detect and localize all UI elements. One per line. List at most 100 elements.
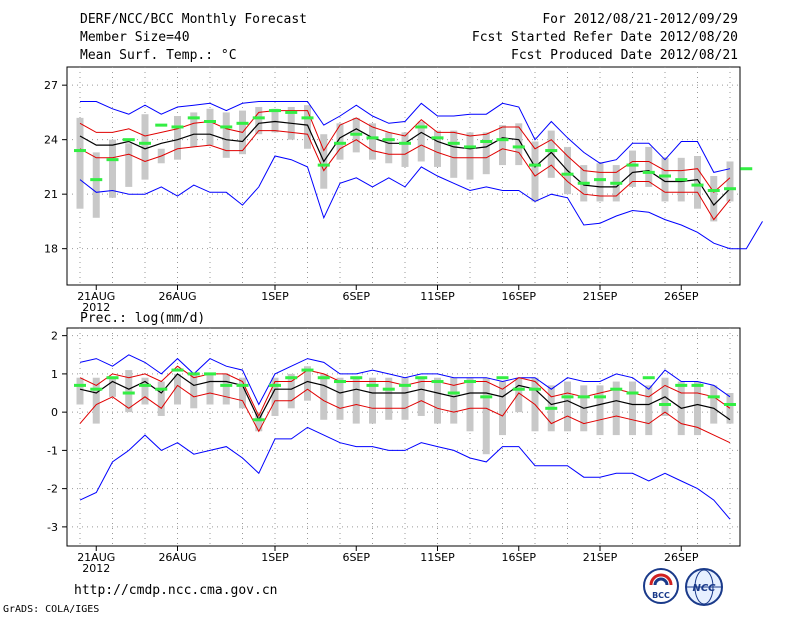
- forecast-marker: [106, 158, 119, 162]
- variable-label: Mean Surf. Temp.: °C: [80, 48, 237, 63]
- forecast-marker: [187, 372, 200, 376]
- forecast-marker: [431, 136, 444, 140]
- ensemble-spread-box: [450, 130, 458, 178]
- ensemble-spread-box: [710, 385, 718, 424]
- ensemble-spread-box: [482, 377, 490, 455]
- ensemble-spread-box: [629, 381, 636, 436]
- ensemble-spread-box: [304, 366, 311, 401]
- ensemble-spread-box: [336, 123, 344, 160]
- ensemble-spread-box: [222, 112, 230, 158]
- forecast-marker: [642, 170, 655, 174]
- ensemble-spread-box: [645, 385, 653, 436]
- ensemble-spread-box: [710, 176, 718, 222]
- source-url[interactable]: http://cmdp.ncc.cma.gov.cn: [74, 583, 278, 598]
- ensemble-spread-box: [141, 377, 149, 405]
- forecast-marker: [106, 376, 119, 380]
- x-tick-label: 21SEP: [583, 551, 618, 564]
- ensemble-spread-box: [125, 370, 133, 413]
- y-tick-label: 18: [44, 243, 58, 256]
- x-tick-year-label: 2012: [82, 562, 110, 575]
- ensemble-spread-box: [694, 156, 701, 209]
- y-tick-label: 21: [44, 188, 58, 201]
- plot-frame-temp: [66, 66, 741, 286]
- ensemble-spread-box: [645, 146, 653, 187]
- forecast-marker: [334, 380, 346, 384]
- ncc-logo: NCC: [685, 568, 723, 606]
- ensemble-spread-box: [190, 112, 198, 147]
- forecast-marker: [431, 380, 444, 384]
- forecast-marker: [236, 121, 249, 125]
- ensemble-spread-box: [76, 117, 84, 209]
- ncc-logo-text: NCC: [692, 583, 716, 594]
- ensemble-spread-box: [466, 377, 474, 432]
- ensemble-spread-box: [255, 106, 263, 135]
- forecast-marker: [594, 395, 606, 399]
- forecast-marker: [724, 187, 736, 191]
- forecast-marker: [496, 376, 509, 380]
- ensemble-spread-box: [92, 377, 100, 424]
- forecast-marker: [707, 189, 720, 193]
- ensemble-spread-box: [255, 412, 263, 432]
- ensemble-spread-box: [466, 132, 474, 180]
- grads-credit: GrADS: COLA/IGES: [3, 604, 100, 615]
- forecast-marker: [90, 387, 103, 391]
- upper-spread-line: [79, 110, 731, 194]
- forecast-marker: [675, 383, 688, 387]
- forecast-marker: [675, 178, 688, 182]
- forecast-marker: [285, 376, 298, 380]
- forecast-marker: [480, 395, 493, 399]
- ensemble-spread-box: [239, 377, 246, 409]
- ensemble-spread-box: [450, 377, 458, 424]
- forecast-marker: [301, 368, 314, 372]
- forecast-marker: [496, 138, 509, 142]
- ensemble-spread-box: [596, 385, 604, 436]
- forecast-marker: [707, 395, 720, 399]
- ensemble-spread-box: [304, 105, 311, 149]
- forecast-marker: [236, 383, 249, 387]
- x-tick-year-label: 2012: [82, 301, 110, 314]
- ensemble-spread-box: [547, 130, 555, 178]
- forecast-period: For 2012/08/21-2012/09/29: [542, 12, 738, 27]
- forecast-marker: [366, 136, 379, 140]
- forecast-marker: [74, 383, 86, 387]
- forecast-marker: [399, 141, 411, 145]
- ensemble-spread-box: [596, 163, 604, 202]
- ensemble-spread-box: [206, 373, 214, 405]
- start-date-label: Fcst Started Refer Date 2012/08/20: [471, 30, 738, 45]
- forecast-marker: [220, 383, 233, 387]
- x-tick-label: 11SEP: [420, 290, 455, 303]
- ensemble-spread-box: [385, 377, 393, 420]
- forecast-marker: [642, 376, 655, 380]
- forecast-marker: [187, 116, 200, 120]
- ensemble-spread-box: [482, 132, 490, 175]
- max-envelope-line: [79, 354, 731, 406]
- forecast-marker: [122, 391, 135, 395]
- x-tick-label: 26AUG: [158, 290, 196, 303]
- ensemble-spread-box: [726, 393, 734, 424]
- ensemble-spread-box: [564, 381, 571, 432]
- forecast-marker: [74, 149, 86, 153]
- forecast-marker: [415, 376, 428, 380]
- y-tick-label: 24: [44, 134, 58, 147]
- x-tick-label: 26SEP: [664, 290, 699, 303]
- forecast-marker: [155, 123, 168, 127]
- forecast-marker: [350, 132, 363, 136]
- ensemble-spread-box: [499, 125, 506, 166]
- forecast-marker: [512, 145, 525, 149]
- forecast-marker: [139, 383, 151, 387]
- ensemble-spread-box: [515, 123, 523, 166]
- forecast-marker: [301, 116, 314, 120]
- forecast-marker: [577, 395, 590, 399]
- x-tick-label: 16SEP: [501, 551, 536, 564]
- forecast-marker: [577, 181, 590, 185]
- max-envelope-line: [80, 101, 731, 173]
- forecast-marker: [610, 181, 623, 185]
- forecast-marker: [464, 380, 476, 384]
- ensemble-spread-box: [174, 116, 181, 160]
- x-tick-label: 6SEP: [342, 290, 370, 303]
- ensemble-spread-box: [401, 377, 409, 420]
- forecast-marker: [139, 141, 151, 145]
- min-envelope-line: [79, 155, 763, 250]
- lower-spread-line: [79, 130, 731, 221]
